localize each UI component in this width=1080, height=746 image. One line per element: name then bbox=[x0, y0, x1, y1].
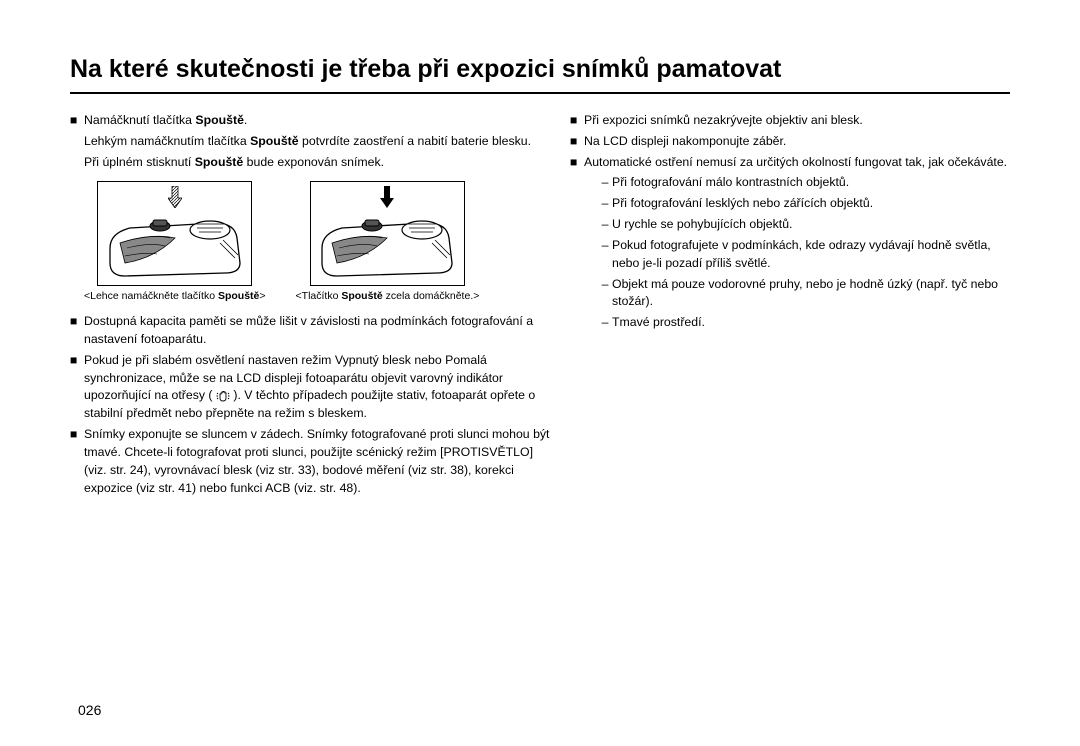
columns: ■ Namáčknutí tlačítka Spouště. Lehkým na… bbox=[70, 112, 1010, 500]
dash-fast-moving: –U rychle se pohybujících objektů. bbox=[598, 216, 1010, 234]
dash-text: U rychle se pohybujících objektů. bbox=[612, 216, 1010, 234]
dash-mark: – bbox=[598, 174, 612, 192]
title-rule bbox=[70, 92, 1010, 94]
bullet-dot: ■ bbox=[70, 112, 84, 130]
bullet-text: Namáčknutí tlačítka Spouště. bbox=[84, 112, 550, 130]
bullet-dot: ■ bbox=[570, 133, 584, 151]
text-bold: Spouště bbox=[341, 290, 382, 302]
dash-mark: – bbox=[598, 237, 612, 273]
sub-text: Při úplném stisknutí Spouště bude expono… bbox=[84, 154, 550, 172]
figure-caption: <Lehce namáčkněte tlačítko Spouště> bbox=[84, 290, 266, 303]
bullet-shake-warning: ■ Pokud je při slabém osvětlení nastaven… bbox=[70, 352, 550, 423]
text: . bbox=[244, 113, 247, 127]
bullet-text: Automatické ostření nemusí za určitých o… bbox=[584, 154, 1010, 172]
right-column: ■ Při expozici snímků nezakrývejte objek… bbox=[570, 112, 1010, 500]
dash-mark: – bbox=[598, 195, 612, 213]
figures-row: <Lehce namáčkněte tlačítko Spouště> bbox=[84, 181, 550, 303]
dash-text: Tmavé prostředí. bbox=[612, 314, 1010, 332]
bullet-dot: ■ bbox=[70, 313, 84, 349]
bullet-memory-capacity: ■ Dostupná kapacita paměti se může lišit… bbox=[70, 313, 550, 349]
dash-text: Při fotografování málo kontrastních obje… bbox=[612, 174, 1010, 192]
bullet-text: Dostupná kapacita paměti se může lišit v… bbox=[84, 313, 550, 349]
bullet-dot: ■ bbox=[70, 426, 84, 497]
arrow-down-filled-icon bbox=[380, 186, 394, 208]
figure-caption: <Tlačítko Spouště zcela domáčkněte.> bbox=[296, 290, 480, 303]
camera-illustration-icon bbox=[317, 208, 457, 278]
camera-illustration-icon bbox=[105, 208, 245, 278]
bullet-text: Pokud je při slabém osvětlení nastaven r… bbox=[84, 352, 550, 423]
dash-horizontal-stripes: –Objekt má pouze vodorovné pruhy, nebo j… bbox=[598, 276, 1010, 312]
dash-reflections: –Pokud fotografujete v podmínkách, kde o… bbox=[598, 237, 1010, 273]
bullet-sun-behind: ■ Snímky exponujte se sluncem v zádech. … bbox=[70, 426, 550, 497]
text-bold: Spouště bbox=[218, 290, 259, 302]
page: Na které skutečnosti je třeba při expozi… bbox=[0, 0, 1080, 746]
text: Namáčknutí tlačítka bbox=[84, 113, 195, 127]
bullet-text: Snímky exponujte se sluncem v zádech. Sn… bbox=[84, 426, 550, 497]
figure-box bbox=[310, 181, 465, 286]
bullet-dot: ■ bbox=[570, 154, 584, 172]
bullet-text: Na LCD displeji nakomponujte záběr. bbox=[584, 133, 1010, 151]
bullet-lcd-compose: ■ Na LCD displeji nakomponujte záběr. bbox=[570, 133, 1010, 151]
text-bold: Spouště bbox=[250, 134, 299, 148]
text: <Tlačítko bbox=[296, 290, 342, 302]
dash-shiny: –Při fotografování lesklých nebo zářícíc… bbox=[598, 195, 1010, 213]
figure-fullpress: <Tlačítko Spouště zcela domáčkněte.> bbox=[296, 181, 480, 303]
text: bude exponován snímek. bbox=[243, 155, 384, 169]
bullet-dont-cover-lens: ■ Při expozici snímků nezakrývejte objek… bbox=[570, 112, 1010, 130]
dash-mark: – bbox=[598, 314, 612, 332]
text: potvrdíte zaostření a nabití baterie ble… bbox=[299, 134, 531, 148]
text-bold: Spouště bbox=[195, 113, 244, 127]
figure-box bbox=[97, 181, 252, 286]
text: zcela domáčkněte.> bbox=[383, 290, 480, 302]
text: Při úplném stisknutí bbox=[84, 155, 195, 169]
page-title: Na které skutečnosti je třeba při expozi… bbox=[70, 55, 1010, 84]
camera-shake-icon bbox=[216, 389, 230, 403]
bullet-autofocus-note: ■ Automatické ostření nemusí za určitých… bbox=[570, 154, 1010, 172]
dash-low-contrast: –Při fotografování málo kontrastních obj… bbox=[598, 174, 1010, 192]
bullet-dot: ■ bbox=[70, 352, 84, 423]
text-bold: Spouště bbox=[195, 155, 244, 169]
bullet-dot: ■ bbox=[570, 112, 584, 130]
text: Lehkým namáčknutím tlačítka bbox=[84, 134, 250, 148]
dash-text: Pokud fotografujete v podmínkách, kde od… bbox=[612, 237, 1010, 273]
arrow-down-outline-icon bbox=[168, 186, 182, 208]
bullet-text: Při expozici snímků nezakrývejte objekti… bbox=[584, 112, 1010, 130]
sub-text: Lehkým namáčknutím tlačítka Spouště potv… bbox=[84, 133, 550, 151]
text: <Lehce namáčkněte tlačítko bbox=[84, 290, 218, 302]
dash-mark: – bbox=[598, 276, 612, 312]
text: > bbox=[259, 290, 265, 302]
bullet-shutter-halfpress: ■ Namáčknutí tlačítka Spouště. bbox=[70, 112, 550, 130]
page-number: 026 bbox=[78, 702, 101, 718]
figure-halfpress: <Lehce namáčkněte tlačítko Spouště> bbox=[84, 181, 266, 303]
dash-text: Objekt má pouze vodorovné pruhy, nebo je… bbox=[612, 276, 1010, 312]
dash-dark: –Tmavé prostředí. bbox=[598, 314, 1010, 332]
left-column: ■ Namáčknutí tlačítka Spouště. Lehkým na… bbox=[70, 112, 550, 500]
dash-mark: – bbox=[598, 216, 612, 234]
dash-text: Při fotografování lesklých nebo zářících… bbox=[612, 195, 1010, 213]
